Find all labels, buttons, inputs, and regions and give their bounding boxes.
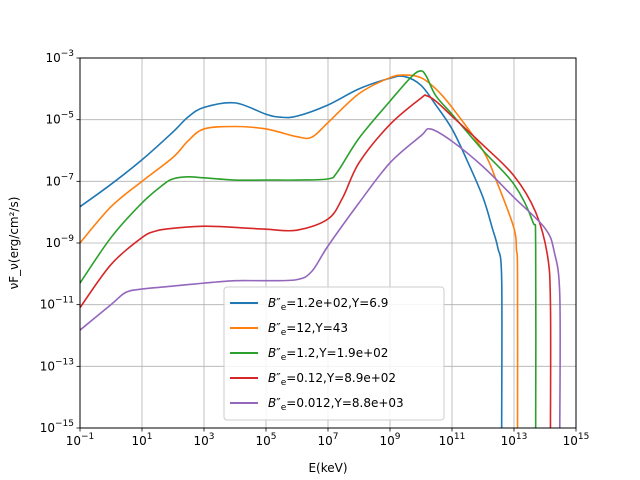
x-tick-label: 109 <box>379 432 400 448</box>
series-line-3 <box>80 70 537 428</box>
x-axis-label: E(keV) <box>308 461 347 475</box>
x-tick-label: 105 <box>255 432 276 448</box>
legend-frame <box>223 286 445 421</box>
legend-label-5: B″e=0.012,Y=8.8e+03 <box>268 396 404 413</box>
y-tick-label: 10−5 <box>45 111 74 127</box>
x-tick-label: 10−1 <box>66 432 95 448</box>
x-tick-label: 101 <box>131 432 152 448</box>
y-tick-label: 10−15 <box>40 419 74 435</box>
x-tick-label: 1013 <box>501 432 528 448</box>
y-tick-label: 10−13 <box>40 357 74 373</box>
ticks: 10−1 101 103 105 107 109 1011 1013 1015 10−15 10−1… <box>40 49 590 448</box>
series-group <box>80 70 561 428</box>
series-line-4 <box>80 94 552 428</box>
legend-label-3: B″e=1.2,Y=1.9e+02 <box>268 346 388 363</box>
x-tick-label: 1015 <box>563 432 590 448</box>
y-tick-label: 10−7 <box>45 172 74 188</box>
x-tick-label: 107 <box>317 432 338 448</box>
legend-label-2: B″e=12,Y=43 <box>268 321 348 338</box>
y-tick-label: 10−11 <box>40 296 74 312</box>
legend: B″e=1.2e+02,Y=6.9 B″e=12,Y=43 B″e=1.2,Y=1.… <box>223 286 445 421</box>
series-line-1 <box>80 75 503 428</box>
x-tick-label: 103 <box>193 432 214 448</box>
series-line-5 <box>80 127 561 428</box>
x-tick-label: 1011 <box>439 432 466 448</box>
legend-label-4: B″e=0.12,Y=8.9e+02 <box>268 371 396 388</box>
y-tick-label: 10−9 <box>45 234 74 250</box>
y-axis-label-text: νF_ν(erg/cm²/s) <box>7 197 21 290</box>
y-tick-label: 10−3 <box>45 49 74 65</box>
series-line-2 <box>80 74 519 428</box>
y-axis-label: νF_ν(erg/cm²/s) <box>7 197 21 290</box>
legend-label-1: B″e=1.2e+02,Y=6.9 <box>268 296 388 313</box>
